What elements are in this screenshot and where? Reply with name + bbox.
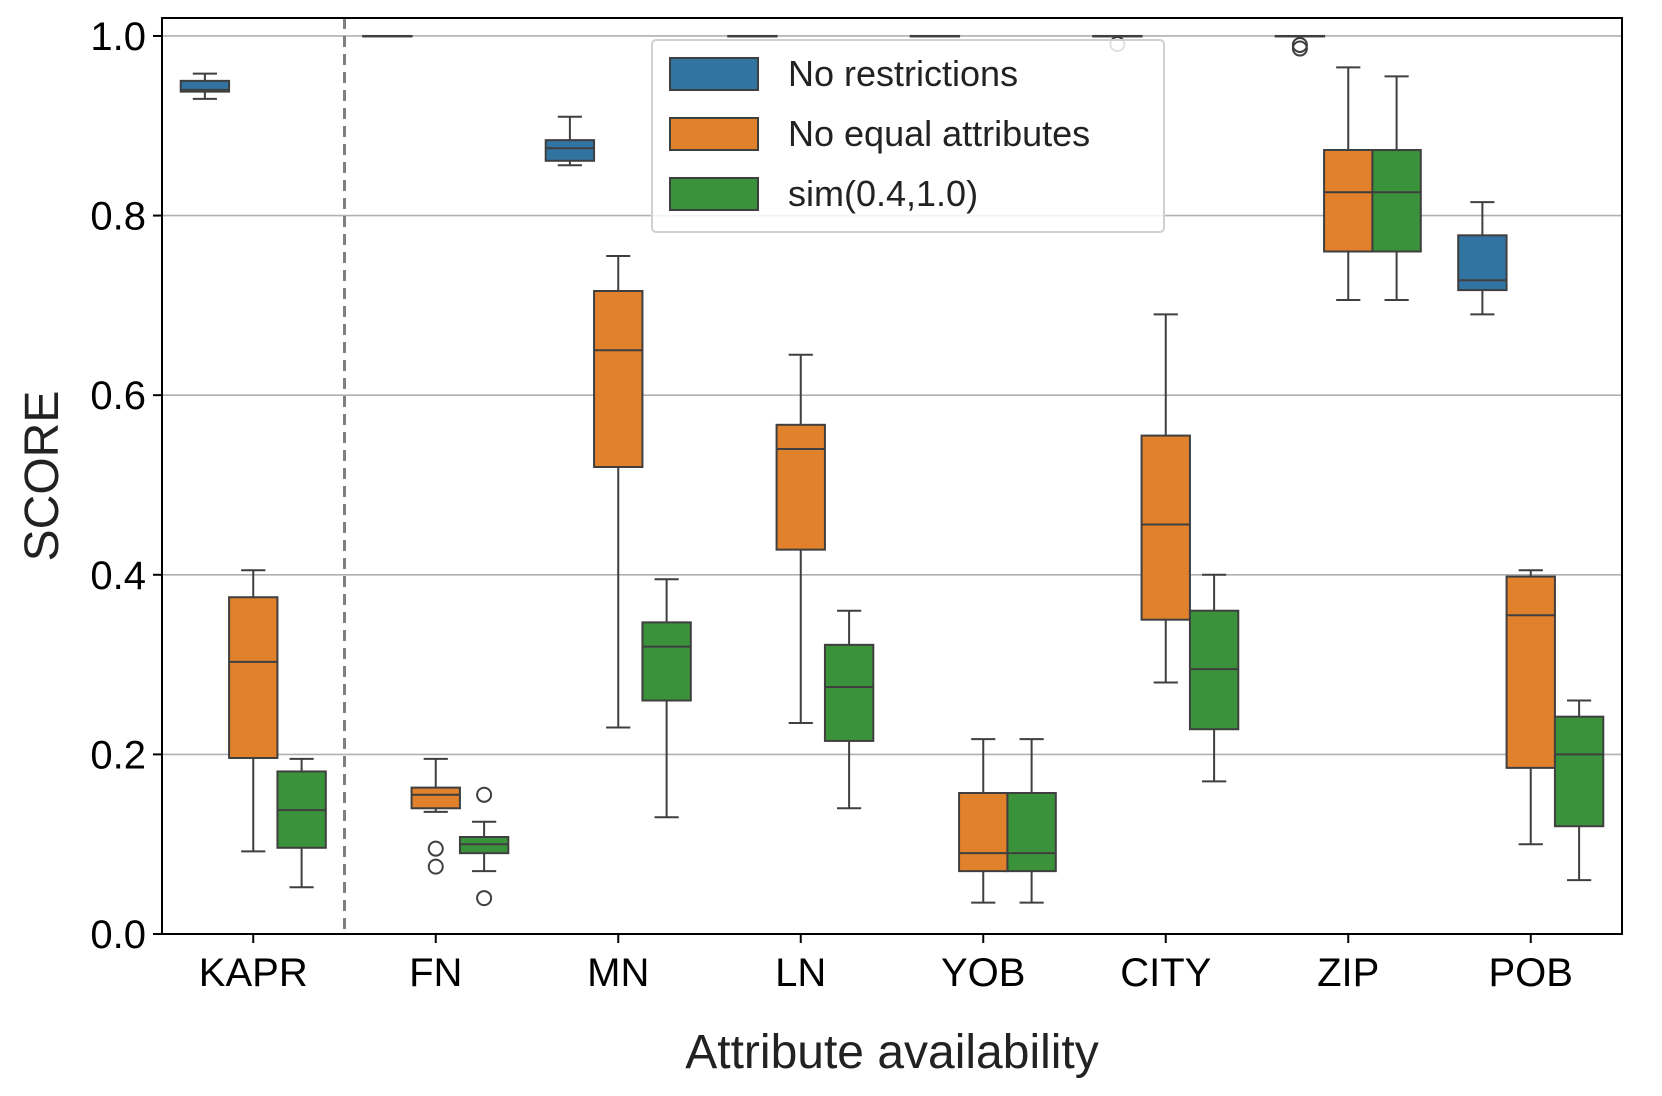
x-tick-label: POB [1489,951,1573,995]
box-mn-no-equal-attributes [593,254,644,729]
box-series [179,34,1605,907]
box-city-no-equal-attributes [1140,313,1191,684]
box-zip-no-restrictions [1274,34,1326,57]
box-iqr [179,79,231,93]
x-tick-label: LN [775,951,826,995]
y-tick-label: 0.6 [90,374,146,418]
box-yob-no-restrictions [909,34,961,38]
box-pob-no-restrictions [1457,201,1508,316]
legend-swatch [669,57,759,91]
box-ln-sim-0-4-1-0- [823,609,875,810]
box-pob-sim-0-4-1-0- [1553,699,1605,882]
box-iqr [544,139,596,162]
box-iqr [1371,149,1422,253]
legend-label: No restrictions [788,53,1018,94]
y-axis-title: SCORE [16,391,69,562]
y-tick-label: 0.0 [90,913,146,957]
box-iqr [1457,234,1508,292]
y-tick-label: 0.4 [90,554,146,598]
legend-label: No equal attributes [788,113,1090,154]
box-iqr [228,596,279,759]
box-kapr-no-equal-attributes [228,569,279,853]
x-tick-label: ZIP [1317,951,1379,995]
outlier-point [427,840,444,857]
legend-swatch [669,117,759,151]
y-axis-ticks: 0.0 0.2 0.4 0.6 0.8 1.0 [90,15,162,957]
outlier-point [476,786,493,803]
box-city-sim-0-4-1-0- [1188,573,1240,783]
outlier-point [1291,36,1308,53]
box-iqr [1323,149,1374,253]
legend-label: sim(0.4,1.0) [788,173,978,214]
legend-frame [651,39,1165,233]
x-tick-label: KAPR [199,951,308,995]
x-tick-label: YOB [941,951,1025,995]
box-mn-sim-0-4-1-0- [641,578,692,819]
outlier-point [427,858,444,875]
x-axis-title: Attribute availability [685,1026,1099,1079]
box-fn-sim-0-4-1-0- [458,786,510,907]
plot-frame [161,17,1623,935]
box-iqr [958,792,1009,873]
box-iqr [1505,575,1556,769]
box-ln-no-equal-attributes [775,353,826,724]
box-iqr [593,290,644,469]
box-kapr-sim-0-4-1-0- [276,757,327,889]
box-mn-no-restrictions [544,115,596,167]
outlier-point [476,890,493,907]
x-tick-label: MN [587,951,649,995]
box-iqr [1006,792,1057,873]
y-tick-label: 1.0 [90,15,146,59]
box-iqr [410,786,461,810]
box-fn-no-equal-attributes [410,757,461,875]
box-zip-no-equal-attributes [1323,66,1374,301]
box-kapr-no-restrictions [179,72,231,100]
x-tick-label: CITY [1120,951,1211,995]
box-fn-no-restrictions [362,34,413,38]
box-iqr [775,423,826,551]
box-pob-no-equal-attributes [1505,569,1556,846]
x-axis-ticks: KAPR FN MN LN YOB CITY ZIP POB [199,934,1573,995]
box-ln-no-restrictions [727,34,778,38]
box-iqr [823,643,875,742]
legend-swatch [669,177,759,211]
y-tick-label: 0.8 [90,195,146,239]
box-iqr [1553,715,1605,828]
box-yob-sim-0-4-1-0- [1006,738,1057,904]
x-tick-label: FN [409,951,462,995]
box-yob-no-equal-attributes [958,738,1009,904]
box-zip-sim-0-4-1-0- [1371,75,1422,301]
box-iqr [641,621,692,702]
box-iqr [1140,434,1191,621]
y-tick-label: 0.2 [90,733,146,777]
legend: No restrictions No equal attributes sim(0.… [651,39,1165,233]
